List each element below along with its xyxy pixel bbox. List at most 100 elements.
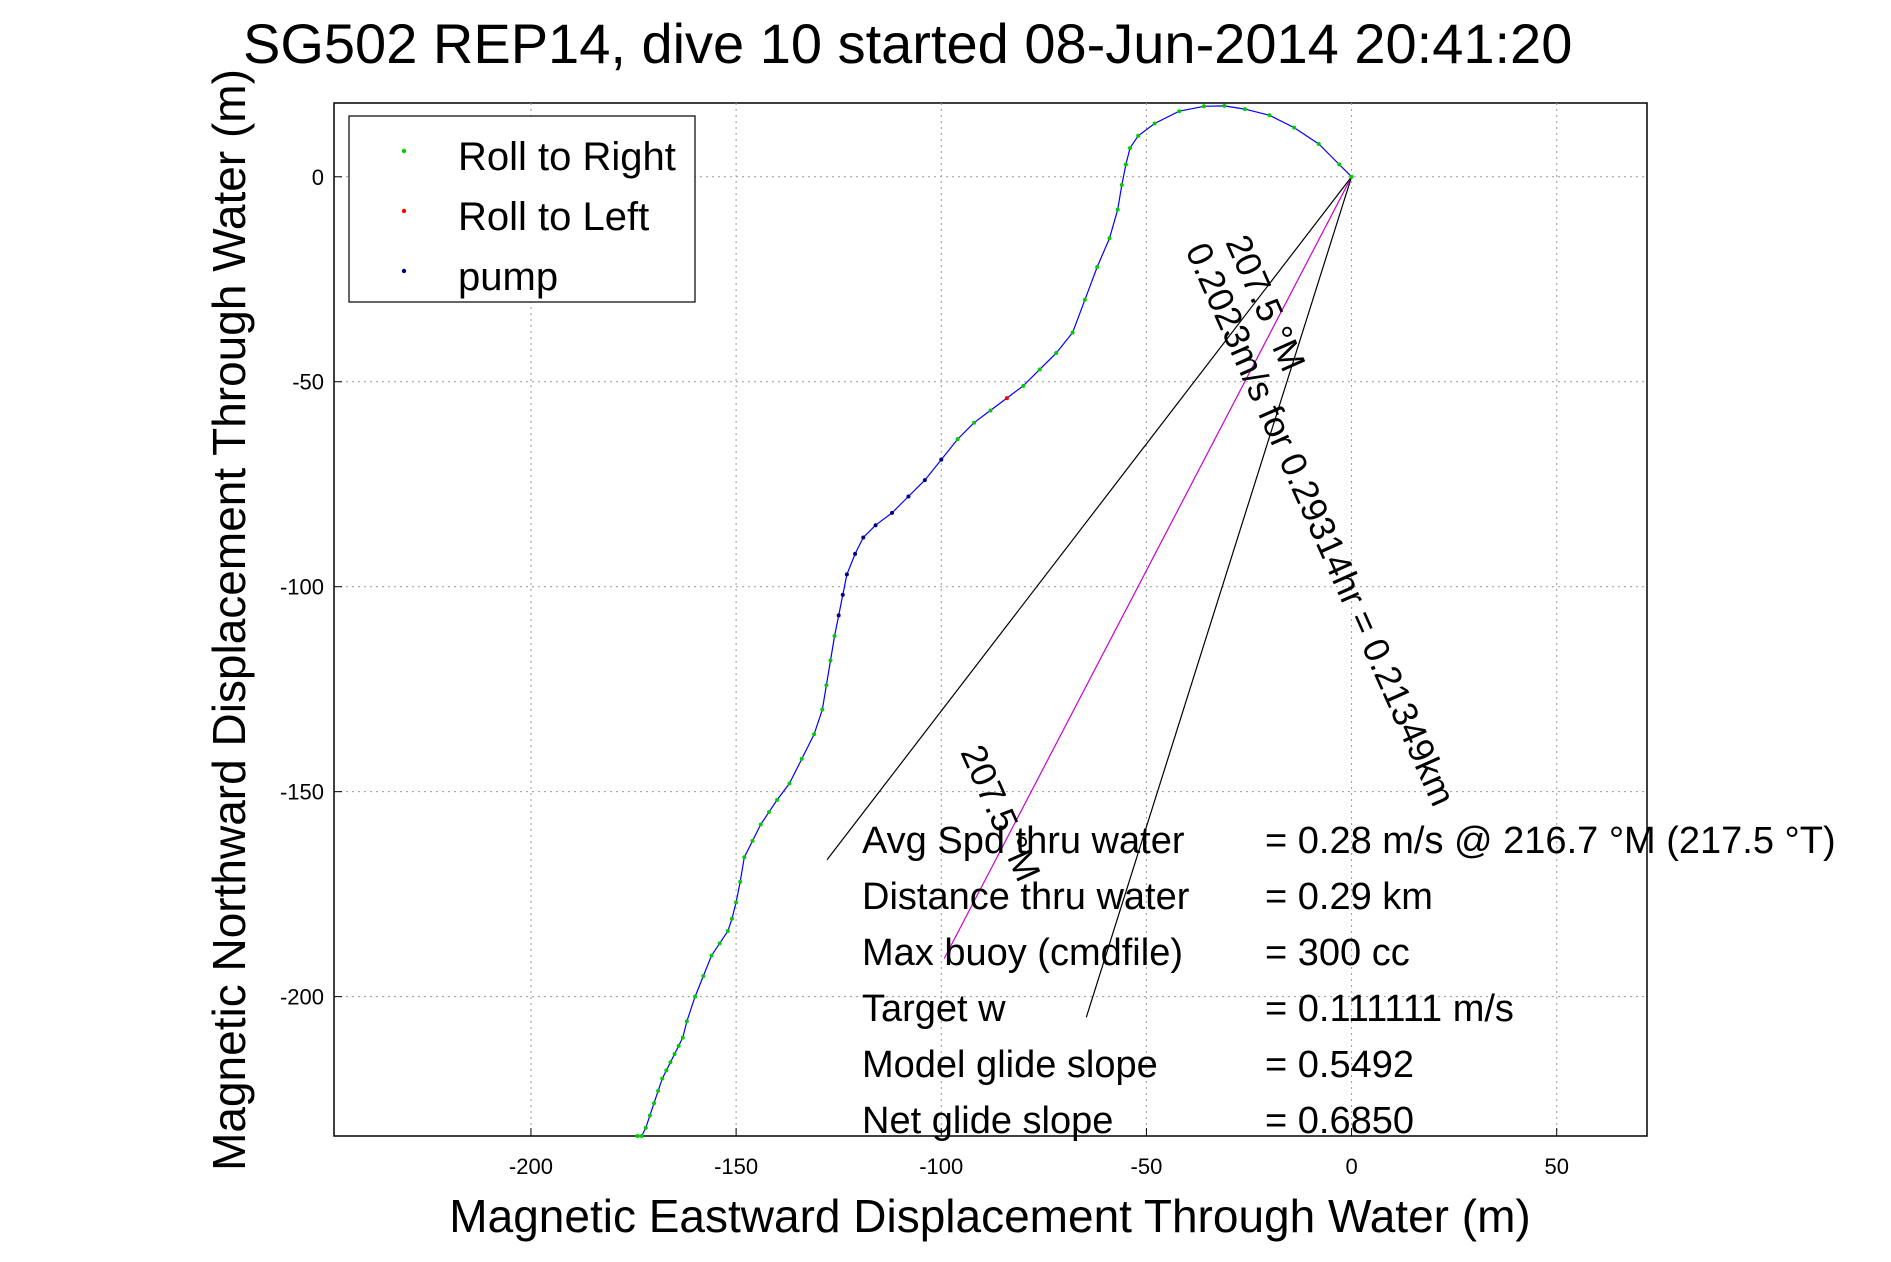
pump-point	[890, 510, 895, 515]
grid	[334, 103, 1647, 1136]
roll-right-point	[812, 732, 817, 737]
heading-ray	[1085, 176, 1353, 1018]
roll-right-point	[1128, 146, 1133, 151]
y-tick-label: -150	[280, 780, 324, 805]
roll-right-point	[1177, 109, 1182, 114]
x-axis-label: Magnetic Eastward Displacement Through W…	[449, 1190, 1530, 1242]
pump-point	[939, 457, 944, 462]
pump-point	[836, 613, 841, 618]
roll-right-point	[820, 707, 825, 712]
roll-right-point	[1136, 133, 1141, 138]
roll-right-point	[742, 855, 747, 860]
annotation-value: = 0.28 m/s @ 216.7 °M (217.5 °T)	[1265, 820, 1836, 862]
roll-right-point	[1152, 121, 1157, 126]
x-tick-label: 0	[1345, 1154, 1357, 1179]
annotation-label: Target w	[862, 988, 1006, 1030]
chart-title: SG502 REP14, dive 10 started 08-Jun-2014…	[243, 12, 1572, 75]
roll-right-point	[668, 1060, 673, 1065]
annotation-value: = 0.6850	[1265, 1100, 1414, 1142]
roll-right-point	[660, 1076, 665, 1081]
x-tick-label: -150	[714, 1154, 758, 1179]
roll-right-point	[1037, 367, 1042, 372]
annotation-label: Distance thru water	[862, 876, 1190, 918]
roll-right-point	[1242, 107, 1247, 112]
x-tick-label: -200	[509, 1154, 553, 1179]
roll-right-point	[1095, 264, 1100, 269]
y-axis-label: Magnetic Northward Displacement Through …	[203, 69, 255, 1171]
roll-right-point	[1082, 297, 1087, 302]
legend-label: pump	[458, 255, 558, 299]
roll-right-point	[709, 953, 714, 958]
legend-marker	[401, 268, 407, 274]
roll-right-point	[656, 1088, 661, 1093]
roll-right-point	[701, 974, 706, 979]
pump-point	[906, 494, 911, 499]
pump-point	[844, 572, 849, 577]
roll-right-point	[955, 437, 960, 442]
roll-right-point	[758, 822, 763, 827]
x-tick-label: -50	[1131, 1154, 1163, 1179]
y-tick-label: 0	[312, 165, 324, 190]
roll-right-point	[988, 408, 993, 413]
roll-right-point	[1316, 141, 1321, 146]
roll-right-point	[639, 1134, 644, 1138]
roll-right-point	[799, 756, 804, 761]
summary-annotation: Avg Spd thru water = 0.28 m/s @ 216.7 °M …	[862, 820, 1836, 1142]
legend-marker	[401, 148, 407, 154]
annotation-label: Model glide slope	[862, 1044, 1158, 1086]
roll-right-point	[693, 994, 698, 999]
roll-left-point	[1004, 396, 1009, 401]
roll-right-point	[1115, 207, 1120, 212]
legend-marker	[401, 208, 407, 214]
annotation-label: Avg Spd thru water	[862, 820, 1185, 862]
roll-right-point	[972, 420, 977, 425]
y-tick-label: -200	[280, 985, 324, 1010]
roll-right-point	[652, 1101, 657, 1106]
legend-label: Roll to Left	[458, 195, 649, 239]
roll-right-point	[738, 879, 743, 884]
y-tick-label: -50	[292, 370, 324, 395]
roll-right-point	[1070, 330, 1075, 335]
tick-labels: -200 -150 -100 -50 0 50 0 -50 -100 -150 -200	[280, 165, 1569, 1179]
roll-right-point	[1349, 174, 1354, 179]
roll-right-point	[1054, 351, 1059, 356]
pump-point	[873, 523, 878, 528]
heading-rays	[826, 176, 1353, 1018]
roll-right-point	[1021, 383, 1026, 388]
roll-right-point	[680, 1035, 685, 1040]
pump-point	[922, 478, 927, 483]
roll-right-point	[1292, 125, 1297, 130]
roll-right-point	[635, 1134, 640, 1138]
legend-box	[348, 115, 696, 303]
roll-right-point	[676, 1043, 681, 1048]
heading-ray	[826, 176, 1353, 861]
roll-right-point	[1107, 236, 1112, 241]
annotation-label: Net glide slope	[862, 1100, 1113, 1142]
roll-right-point	[643, 1125, 648, 1130]
roll-right-point	[750, 838, 755, 843]
dive-track	[635, 103, 1354, 1138]
roll-right-point	[1222, 103, 1227, 108]
annotation-value: = 0.29 km	[1265, 876, 1433, 918]
x-tick-label: -100	[919, 1154, 963, 1179]
roll-right-point	[730, 916, 735, 921]
roll-right-point	[766, 810, 771, 815]
roll-right-point	[828, 658, 833, 663]
pump-point	[861, 535, 866, 540]
roll-right-point	[824, 683, 829, 688]
roll-right-point	[1337, 162, 1342, 167]
roll-right-point	[684, 1019, 689, 1024]
y-tick-label: -100	[280, 575, 324, 600]
roll-right-point	[672, 1052, 677, 1057]
pump-point	[840, 592, 845, 597]
roll-right-point	[787, 781, 792, 786]
roll-right-point	[1119, 182, 1124, 187]
roll-right-point	[1267, 113, 1272, 118]
roll-right-point	[717, 941, 722, 946]
roll-right-point	[1123, 162, 1128, 167]
legend-label: Roll to Right	[458, 135, 676, 179]
roll-right-point	[647, 1113, 652, 1118]
roll-right-point	[664, 1068, 669, 1073]
roll-right-point	[725, 929, 730, 934]
